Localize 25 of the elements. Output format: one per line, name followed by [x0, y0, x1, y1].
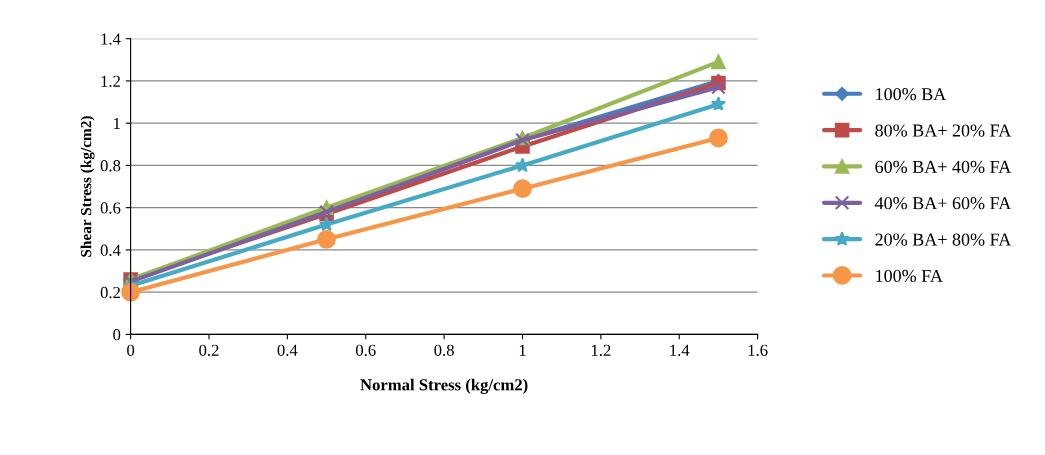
- x-tick-label: 0.6: [355, 344, 376, 356]
- x-tick-label: 0.8: [434, 344, 454, 356]
- x-tick-label: 0.4: [277, 344, 298, 356]
- x-tick-label: 1.4: [670, 344, 690, 356]
- y-tick-label: 0.6: [100, 202, 121, 214]
- legend-label: 60% BA+ 40% FA: [875, 160, 1012, 174]
- legend-label: 40% BA+ 60% FA: [874, 197, 1012, 210]
- legend-label: 20% BA+ 80% FA: [875, 233, 1012, 246]
- x-tick-label: 0: [127, 344, 135, 356]
- x-axis-title: Normal Stress (kg/cm2): [360, 378, 528, 394]
- y-tick-label: 0: [113, 329, 121, 341]
- y-tick-label: 1.4: [101, 33, 121, 45]
- x-tick-label: 1.2: [591, 344, 611, 356]
- legend-label: 100% BA: [876, 88, 947, 101]
- x-tick-label: 1: [519, 344, 526, 356]
- legend-label: 80% BA+ 20% FA: [875, 124, 1012, 137]
- y-tick-label: 1: [114, 117, 120, 129]
- x-tick-label: 1.6: [748, 344, 768, 356]
- y-tick-label: 0.8: [100, 160, 121, 172]
- y-tick-label: 0.2: [100, 286, 120, 299]
- y-tick-label: 0.4: [100, 244, 121, 256]
- y-axis-title: Shear Stress (kg/cm2): [80, 116, 95, 257]
- y-tick-label: 1.2: [101, 75, 120, 87]
- x-tick-label: 0.2: [199, 344, 219, 356]
- legend-label: 100% FA: [876, 269, 943, 283]
